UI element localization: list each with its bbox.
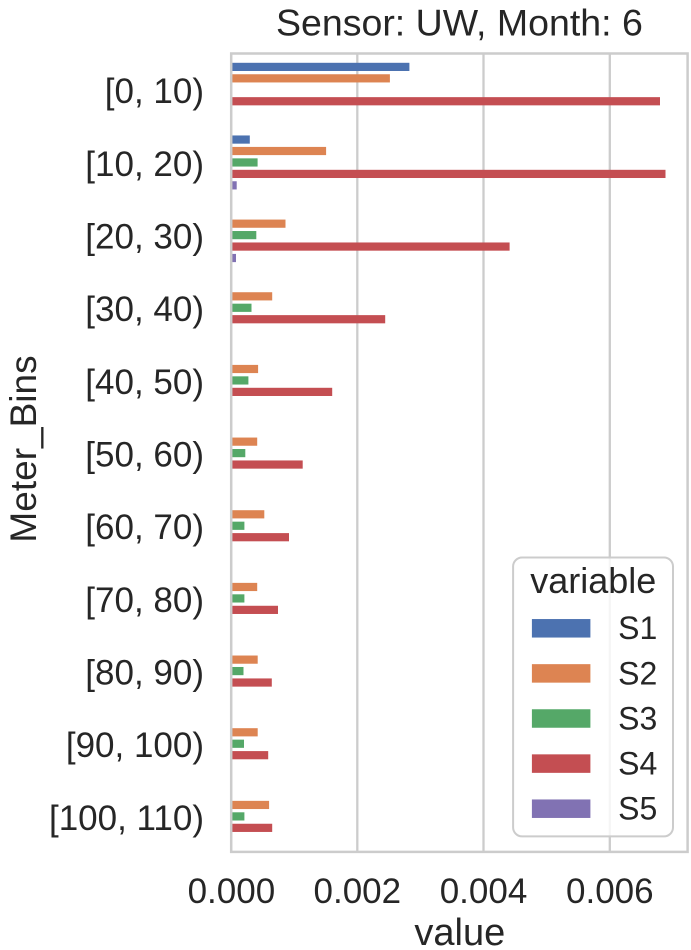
svg-text:0.004: 0.004 bbox=[440, 872, 528, 911]
svg-text:[50, 60): [50, 60) bbox=[85, 436, 204, 475]
svg-text:S5: S5 bbox=[618, 791, 657, 827]
svg-text:[80, 90): [80, 90) bbox=[85, 654, 204, 693]
svg-text:[100, 110): [100, 110) bbox=[49, 799, 204, 838]
svg-text:0.000: 0.000 bbox=[188, 872, 276, 911]
svg-text:S3: S3 bbox=[618, 700, 657, 736]
svg-text:[0, 10): [0, 10) bbox=[105, 72, 204, 111]
svg-text:variable: variable bbox=[530, 560, 656, 601]
svg-text:0.006: 0.006 bbox=[566, 872, 654, 911]
svg-text:[60, 70): [60, 70) bbox=[85, 508, 204, 547]
svg-text:0.002: 0.002 bbox=[314, 872, 402, 911]
svg-text:[30, 40): [30, 40) bbox=[85, 290, 204, 329]
svg-text:Meter_Bins: Meter_Bins bbox=[3, 355, 44, 542]
svg-text:Sensor: UW, Month: 6: Sensor: UW, Month: 6 bbox=[276, 2, 643, 44]
svg-text:[40, 50): [40, 50) bbox=[85, 363, 204, 402]
svg-text:[90, 100): [90, 100) bbox=[66, 726, 204, 765]
svg-text:[70, 80): [70, 80) bbox=[85, 581, 204, 620]
svg-text:S2: S2 bbox=[618, 655, 657, 691]
svg-text:[10, 20): [10, 20) bbox=[85, 145, 204, 184]
svg-text:value: value bbox=[414, 912, 505, 950]
svg-text:S1: S1 bbox=[618, 610, 657, 646]
svg-text:[20, 30): [20, 30) bbox=[85, 218, 204, 257]
svg-text:S4: S4 bbox=[618, 746, 657, 782]
